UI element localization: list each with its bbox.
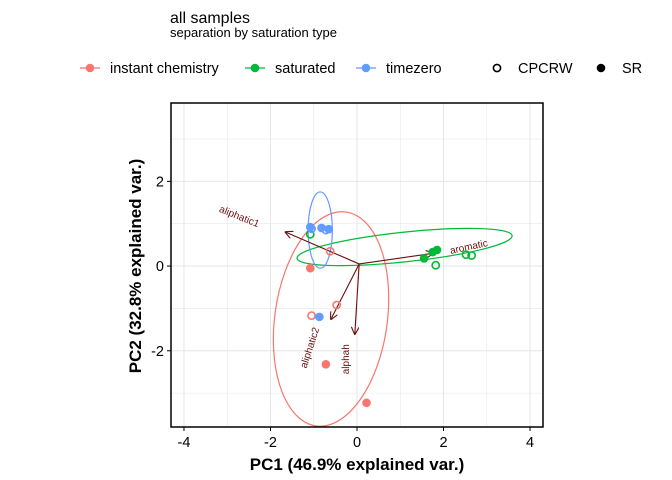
legend-key-shape <box>596 63 606 73</box>
loading-label: alphah <box>341 344 352 374</box>
legend-key-point <box>85 63 95 73</box>
legend-label: instant chemistry <box>110 61 220 77</box>
x-tick-label: -4 <box>178 435 191 451</box>
data-point <box>362 398 371 408</box>
legend-label: timezero <box>386 61 442 77</box>
loading-arrow <box>355 263 360 334</box>
data-point <box>325 246 335 256</box>
legend-key-point <box>361 63 371 73</box>
data-point <box>467 251 477 260</box>
legend-key-point <box>250 63 260 73</box>
legend-label: CPCRW <box>518 61 573 77</box>
loading-arrow <box>286 232 360 265</box>
data-point <box>332 300 342 310</box>
data-point <box>321 360 331 369</box>
y-tick-label: -2 <box>151 344 164 360</box>
x-axis-title: PC1 (46.9% explained var.) <box>250 455 465 474</box>
grid-lines <box>171 103 543 427</box>
ellipse-instant-chemistry <box>272 211 390 427</box>
legend-label: SR <box>622 61 642 77</box>
legend-item-SR: SR <box>596 61 642 77</box>
chart-subtitle: separation by saturation type <box>170 25 337 40</box>
x-axis: -4 -2 0 2 4 <box>178 427 534 451</box>
data-point <box>461 250 471 260</box>
legend-item-instant-chemistry: instant chemistry <box>80 61 220 77</box>
data-point <box>307 224 316 234</box>
chart-title: all samples <box>170 10 250 27</box>
legend-item-CPCRW: CPCRW <box>492 61 573 77</box>
data-point <box>305 263 315 273</box>
data-points <box>305 222 477 408</box>
x-tick-label: 0 <box>353 435 361 451</box>
legend-label: saturated <box>275 61 335 77</box>
loading-label: aliphatic1 <box>217 204 261 230</box>
data-point <box>315 312 324 322</box>
data-point <box>419 254 429 263</box>
x-tick-label: 2 <box>439 435 447 451</box>
legend-item-saturated: saturated <box>245 61 335 77</box>
y-tick-label: 0 <box>156 259 164 275</box>
loading-label: aliphatic2 <box>299 326 323 370</box>
loading-arrow <box>331 263 360 319</box>
legend: instant chemistry saturated timezero CPCRW S… <box>80 61 642 77</box>
x-tick-label: -2 <box>264 435 277 451</box>
confidence-ellipses <box>272 191 513 427</box>
data-point <box>431 260 441 270</box>
data-point <box>305 222 315 232</box>
data-point <box>432 245 442 255</box>
y-axis-title: PC2 (32.8% explained var.) <box>126 159 145 374</box>
ellipse-saturated <box>296 227 513 267</box>
x-tick-label: 4 <box>526 435 534 451</box>
loading-arrow <box>359 253 433 265</box>
y-tick-label: 2 <box>156 174 164 190</box>
data-point <box>307 311 316 321</box>
legend-item-timezero: timezero <box>356 61 442 77</box>
y-axis: -2 0 2 <box>151 174 171 360</box>
legend-key-shape <box>492 63 502 73</box>
data-point <box>317 223 326 233</box>
data-point <box>321 225 331 235</box>
